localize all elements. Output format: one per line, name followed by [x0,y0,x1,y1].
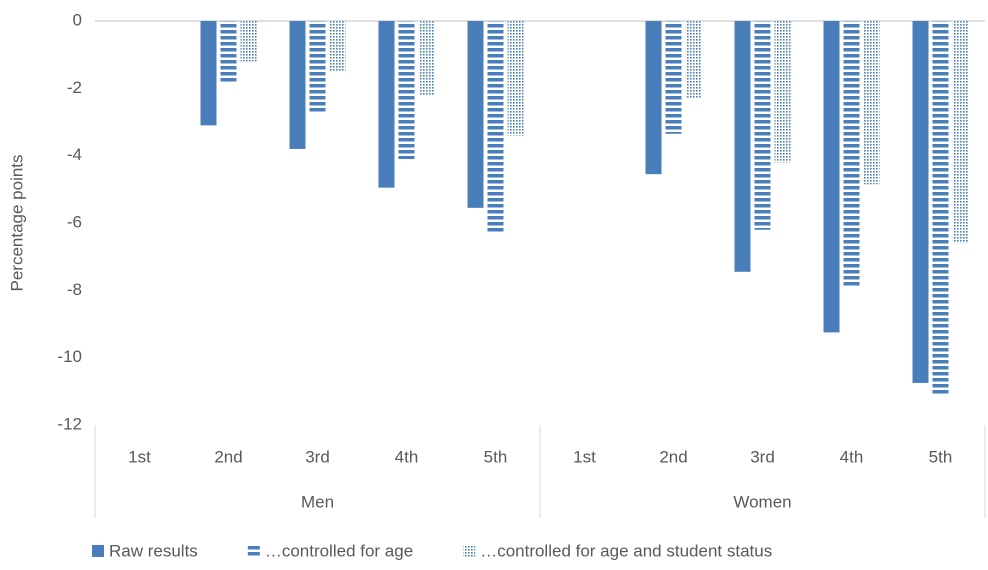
y-tick-label: 0 [73,10,82,29]
bar [329,21,346,72]
x-tick-label: 2nd [659,447,687,466]
bar [734,21,751,272]
bar [487,21,504,234]
bar [507,21,524,136]
bar [200,21,217,126]
legend-label: …controlled for age and student status [480,541,772,560]
y-tick-label: -12 [57,414,82,433]
y-tick-label: -4 [67,145,82,164]
bar [418,21,435,96]
bar [645,21,662,175]
bar [843,21,860,287]
bar [754,21,771,230]
bar [309,21,326,114]
bar [289,21,306,149]
x-tick-label: 1st [128,447,151,466]
y-tick-label: -2 [67,78,82,97]
group-label: Men [301,492,334,511]
x-tick-label: 5th [484,447,508,466]
bar [912,21,929,383]
bar [220,21,237,82]
x-tick-label: 2nd [214,447,242,466]
bar [665,21,682,134]
legend-swatch [92,545,104,557]
bar [863,21,880,185]
y-tick-label: -8 [67,280,82,299]
x-tick-label: 3rd [750,447,775,466]
bar [932,21,949,395]
bar [685,21,702,99]
y-axis-label: Percentage points [7,154,26,291]
legend-label: Raw results [109,541,198,560]
bar [467,21,484,208]
y-tick-label: -10 [57,347,82,366]
y-tick-label: -6 [67,212,82,231]
x-tick-label: 5th [929,447,953,466]
bar [952,21,969,244]
legend-swatch [247,545,260,557]
legend-label: …controlled for age [265,541,413,560]
bar [823,21,840,333]
x-tick-label: 4th [395,447,419,466]
x-tick-label: 3rd [305,447,330,466]
legend-swatch [463,545,476,557]
bar [398,21,415,160]
x-tick-label: 4th [840,447,864,466]
x-tick-label: 1st [573,447,596,466]
bar [774,21,791,163]
bar [240,21,257,62]
bar [378,21,395,188]
group-label: Women [733,492,791,511]
